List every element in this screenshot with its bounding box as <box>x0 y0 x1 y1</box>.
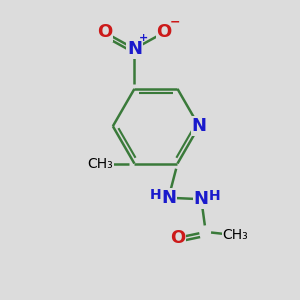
Text: N: N <box>127 40 142 58</box>
Text: −: − <box>169 16 180 28</box>
Text: H: H <box>209 189 220 203</box>
Text: H: H <box>149 188 161 202</box>
Text: N: N <box>191 117 206 135</box>
Text: O: O <box>170 229 185 247</box>
Text: O: O <box>157 23 172 41</box>
Text: O: O <box>97 23 112 41</box>
Text: CH₃: CH₃ <box>87 157 113 170</box>
Text: +: + <box>139 33 148 43</box>
Text: N: N <box>194 190 209 208</box>
Text: CH₃: CH₃ <box>223 228 248 242</box>
Text: N: N <box>161 189 176 207</box>
